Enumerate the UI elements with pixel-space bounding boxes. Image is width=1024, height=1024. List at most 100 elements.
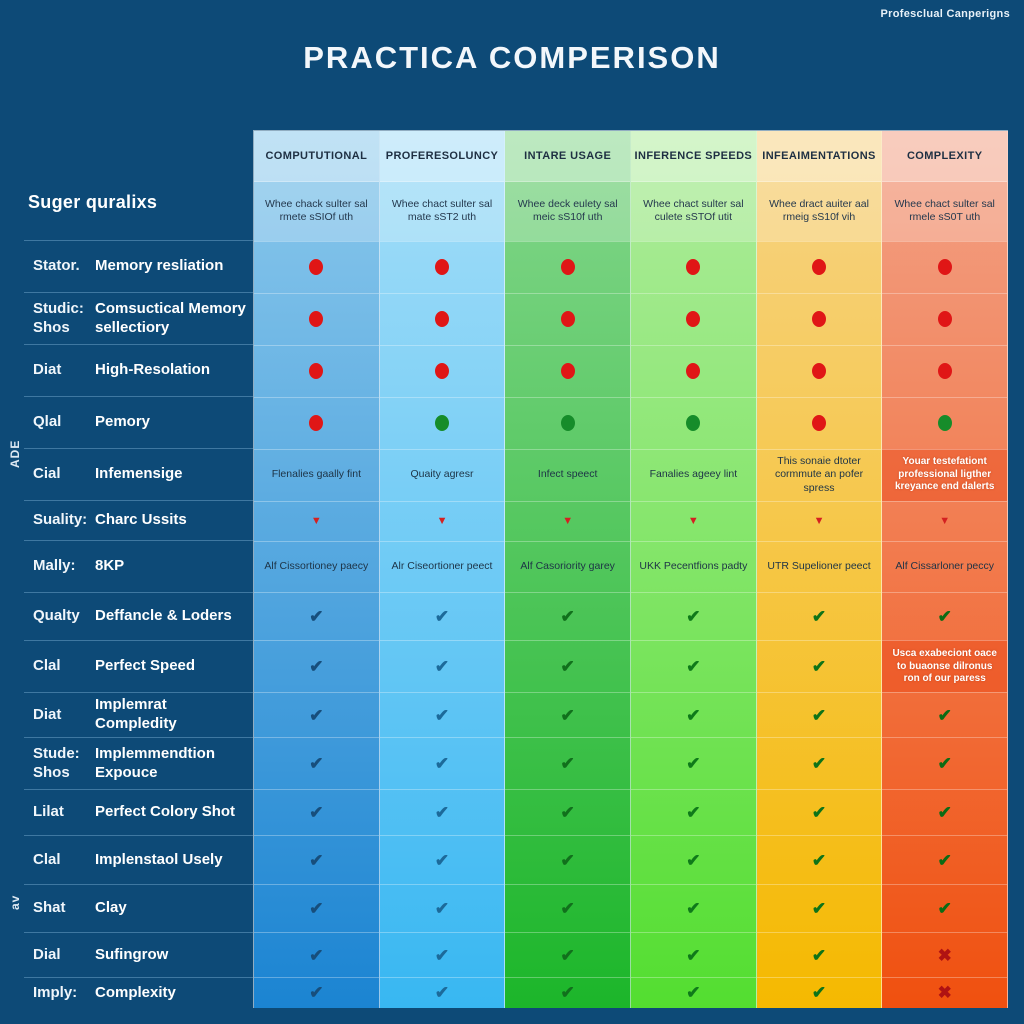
table-cell: ✔ bbox=[379, 789, 505, 835]
cell-highlight-text: Youar testefationt professional ligther … bbox=[882, 448, 1008, 501]
red-dot-icon bbox=[937, 311, 952, 328]
row-label: Memory resliation bbox=[95, 257, 224, 275]
cross-icon: ✖ bbox=[937, 945, 952, 965]
red-dot-icon bbox=[309, 311, 324, 328]
cell-text: Alr Ciseortioner peect bbox=[379, 540, 505, 593]
triangle-down-icon: ▼ bbox=[687, 514, 699, 527]
table-cell: ✔ bbox=[505, 932, 631, 977]
check-icon: ✔ bbox=[937, 754, 952, 774]
check-icon: ✔ bbox=[686, 803, 701, 823]
table-cell: ✔ bbox=[254, 884, 379, 932]
table-cell bbox=[254, 344, 379, 397]
check-icon: ✔ bbox=[811, 983, 827, 1003]
row-label: Deffancle & Loders bbox=[95, 607, 232, 625]
table-cell: ✔ bbox=[505, 884, 631, 932]
triangle-down-icon: ▼ bbox=[310, 514, 322, 527]
row-label: Implemrat Compledity bbox=[95, 696, 177, 732]
check-icon: ✔ bbox=[811, 754, 827, 774]
red-dot-icon bbox=[309, 415, 324, 432]
page-title: PRACTICA COMPERISON bbox=[303, 40, 721, 75]
table-cell: ✔ bbox=[631, 932, 756, 977]
red-dot-icon bbox=[937, 363, 952, 380]
row-key: Cial bbox=[33, 465, 61, 483]
table-cell: ✔ bbox=[631, 640, 756, 692]
table-row-label: Cial Infemensige bbox=[24, 448, 253, 500]
table-row-label: Shat Clay bbox=[24, 884, 253, 932]
row-label: Perfect Colory Shot bbox=[95, 803, 236, 821]
check-icon: ✔ bbox=[560, 850, 575, 870]
row-label: Perfect Speed bbox=[95, 657, 196, 675]
table-cell bbox=[254, 240, 379, 293]
red-dot-icon bbox=[435, 311, 449, 328]
comparison-table: Suger quralixs Stator. Memory resliation S… bbox=[0, 130, 1009, 1008]
green-dot-icon bbox=[686, 415, 701, 432]
row-key: Diat bbox=[33, 705, 62, 723]
column-subtitle: Whee chact sulter sal mate sST2 uth bbox=[379, 180, 505, 241]
table-row-label: Stator. Memory resliation bbox=[24, 240, 253, 292]
check-icon: ✔ bbox=[686, 983, 701, 1003]
table-cell: ✔ bbox=[756, 640, 882, 692]
check-icon: ✔ bbox=[309, 705, 324, 725]
cell-text: This sonaie dtoter cormmute an pofer spr… bbox=[756, 448, 882, 501]
red-dot-icon bbox=[812, 259, 827, 276]
check-icon: ✔ bbox=[686, 945, 701, 965]
column-subtitle: Whee chack sulter sal rmete sSIOf uth bbox=[254, 180, 379, 241]
table-cell: ✔ bbox=[505, 692, 631, 737]
table-cell: ✔ bbox=[379, 977, 505, 1008]
table-row-label: Stude: Shos Implemmendtion Expouce bbox=[24, 737, 253, 789]
column-header: COMPUTUTIONAL bbox=[254, 131, 379, 181]
table-row-label: Mally: 8KP bbox=[24, 540, 253, 592]
table-cell: ✔ bbox=[505, 737, 631, 789]
table-cell bbox=[882, 344, 1008, 397]
check-icon: ✔ bbox=[309, 803, 324, 823]
row-key: Qualty bbox=[33, 607, 80, 625]
red-dot-icon bbox=[560, 363, 575, 380]
table-cell: ✔ bbox=[882, 835, 1008, 884]
column-proferesoluncy: PROFERESOLUNCY Whee chact sulter sal mate… bbox=[379, 131, 506, 1008]
table-cell: ✔ bbox=[882, 884, 1008, 932]
table-cell: ✔ bbox=[254, 592, 379, 640]
triangle-down-icon: ▼ bbox=[562, 514, 574, 527]
table-cell bbox=[379, 396, 505, 449]
check-icon: ✔ bbox=[560, 754, 575, 774]
table-cell: ▼ bbox=[505, 500, 631, 541]
table-row-label: Qualty Deffancle & Loders bbox=[24, 592, 253, 640]
table-cell: ✔ bbox=[756, 692, 882, 737]
table-cell: ✔ bbox=[756, 835, 882, 884]
table-cell: ✔ bbox=[882, 737, 1008, 789]
table-row-label: Diat Implemrat Compledity bbox=[24, 692, 253, 737]
table-cell: ✔ bbox=[505, 640, 631, 692]
check-icon: ✔ bbox=[811, 850, 827, 870]
red-dot-icon bbox=[309, 259, 324, 276]
check-icon: ✔ bbox=[686, 899, 701, 919]
triangle-down-icon: ▼ bbox=[436, 514, 448, 527]
data-columns: COMPUTUTIONAL Whee chack sulter sal rmete… bbox=[253, 130, 1009, 1008]
check-icon: ✔ bbox=[686, 657, 701, 677]
check-icon: ✔ bbox=[937, 850, 952, 870]
table-cell bbox=[882, 292, 1008, 345]
column-header: PROFERESOLUNCY bbox=[379, 131, 505, 181]
row-key: Clal bbox=[33, 657, 61, 675]
check-icon: ✔ bbox=[811, 899, 827, 919]
column-subtitle: Whee chact sulter sal culete sSTOf utit bbox=[631, 180, 756, 241]
triangle-down-icon: ▼ bbox=[813, 514, 825, 527]
table-row-label: Qlal Pemory bbox=[24, 396, 253, 448]
row-key: Qlal bbox=[33, 413, 62, 431]
table-cell: ▼ bbox=[631, 500, 756, 541]
check-icon: ✔ bbox=[309, 657, 324, 677]
row-labels: Stator. Memory resliation Studic: Shos Coms… bbox=[0, 240, 253, 1008]
check-icon: ✔ bbox=[811, 657, 827, 677]
row-key: Diat bbox=[33, 361, 62, 379]
table-cell bbox=[631, 396, 756, 449]
red-dot-icon bbox=[812, 415, 827, 432]
triangle-down-icon: ▼ bbox=[939, 514, 951, 527]
cell-text: Fanalies ageey lint bbox=[631, 448, 756, 501]
check-icon: ✔ bbox=[937, 803, 952, 823]
table-cell: ✔ bbox=[379, 592, 505, 640]
table-cell: ✔ bbox=[756, 977, 882, 1008]
check-icon: ✔ bbox=[434, 983, 450, 1003]
green-dot-icon bbox=[560, 415, 575, 432]
table-cell: ✔ bbox=[882, 692, 1008, 737]
table-cell: ✔ bbox=[631, 977, 756, 1008]
table-cell bbox=[379, 292, 505, 345]
